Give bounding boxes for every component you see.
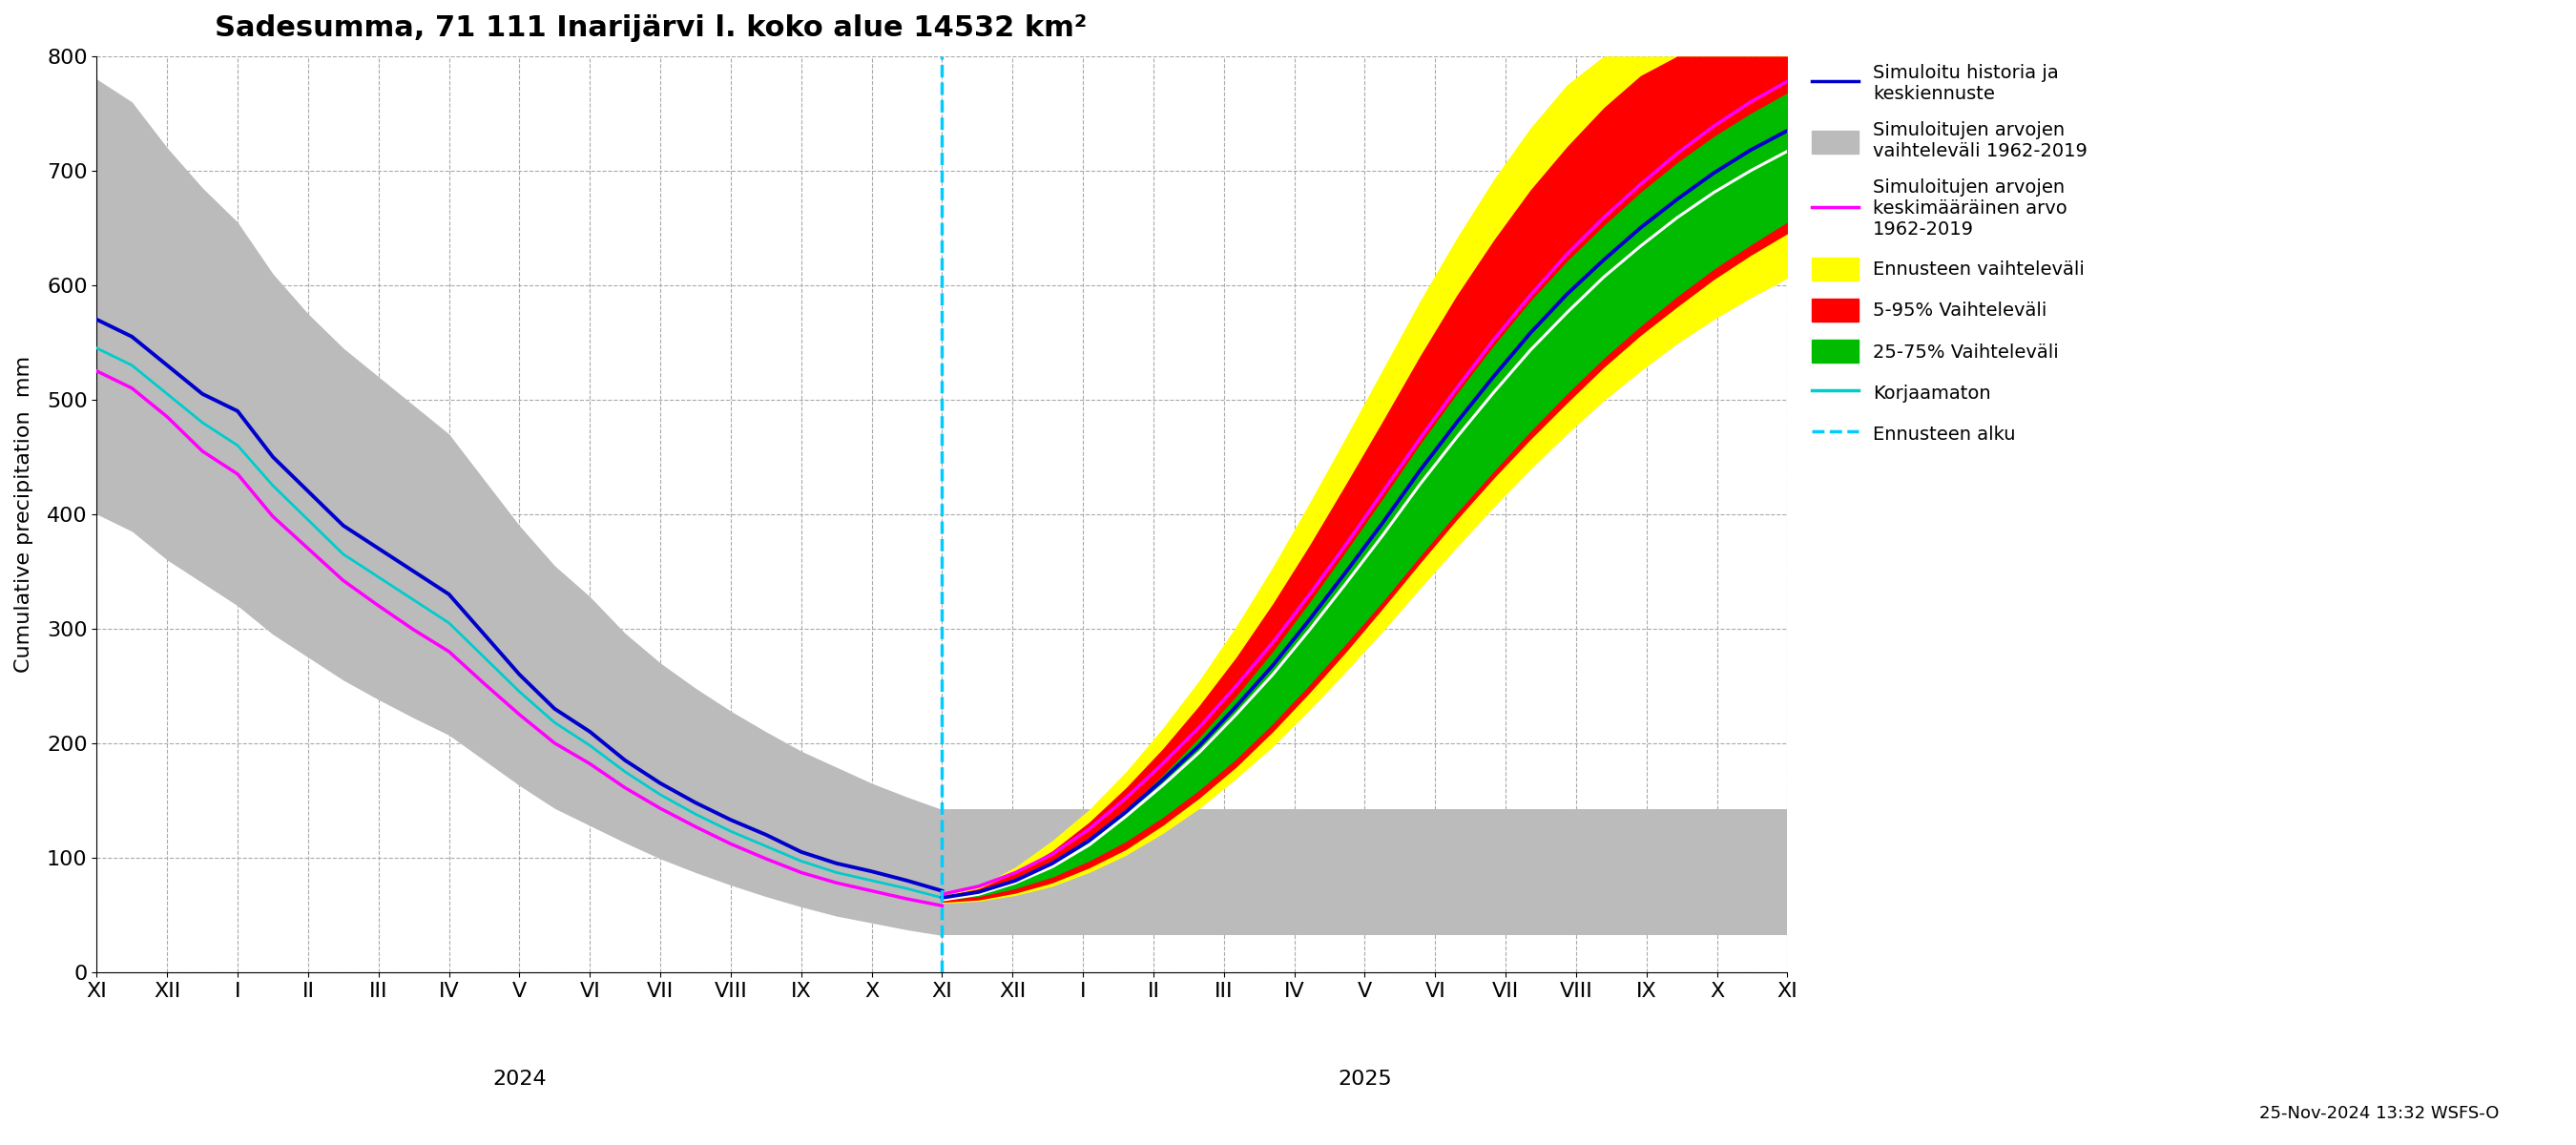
Legend: Simuloitu historia ja
keskiennuste, Simuloitujen arvojen
vaihteleväli 1962-2019,: Simuloitu historia ja keskiennuste, Simu…	[1803, 56, 2094, 452]
Text: 2024: 2024	[492, 1069, 546, 1089]
Y-axis label: Cumulative precipitation  mm: Cumulative precipitation mm	[15, 356, 33, 672]
Text: 25-Nov-2024 13:32 WSFS-O: 25-Nov-2024 13:32 WSFS-O	[2259, 1105, 2499, 1122]
Text: Sadesumma, 71 111 Inarijärvi l. koko alue 14532 km²: Sadesumma, 71 111 Inarijärvi l. koko alu…	[214, 14, 1087, 42]
Text: 2025: 2025	[1337, 1069, 1391, 1089]
